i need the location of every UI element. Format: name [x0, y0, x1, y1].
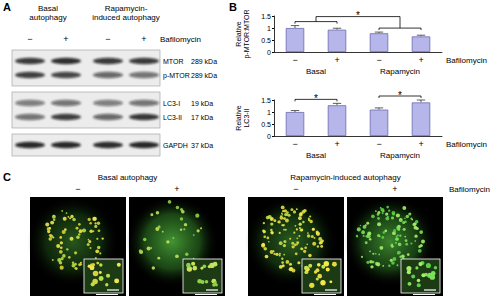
svg-text:−: −: [376, 139, 381, 149]
svg-text:p-MTOR: p-MTOR: [163, 72, 190, 80]
svg-text:+: +: [392, 184, 397, 194]
svg-text:1.5: 1.5: [261, 97, 271, 104]
svg-text:*: *: [356, 10, 360, 21]
svg-text:A: A: [3, 1, 11, 13]
svg-text:−: −: [292, 55, 297, 65]
svg-text:C: C: [3, 171, 11, 183]
svg-text:Rapamycin-induced autophagy: Rapamycin-induced autophagy: [92, 4, 160, 22]
svg-text:LC3-II: LC3-II: [163, 114, 182, 121]
svg-text:Basal autophagy: Basal autophagy: [98, 173, 158, 182]
svg-text:37 kDa: 37 kDa: [191, 142, 213, 149]
svg-text:Basal: Basal: [306, 67, 326, 76]
svg-text:−: −: [27, 34, 32, 44]
svg-text:Bafilomycin: Bafilomycin: [446, 56, 487, 65]
svg-text:1: 1: [267, 109, 271, 116]
svg-text:+: +: [334, 139, 339, 149]
svg-text:+: +: [141, 34, 146, 44]
svg-text:−: −: [105, 34, 110, 44]
svg-text:0.5: 0.5: [261, 37, 271, 44]
svg-text:+: +: [63, 34, 68, 44]
svg-text:LC3-I: LC3-I: [163, 100, 180, 107]
svg-text:0.5: 0.5: [261, 121, 271, 128]
svg-text:−: −: [376, 55, 381, 65]
svg-text:17 kDa: 17 kDa: [191, 114, 213, 121]
svg-text:*: *: [314, 93, 318, 104]
svg-text:LC3-II: LC3-II: [243, 108, 250, 127]
svg-text:Bafilomycin: Bafilomycin: [160, 35, 201, 44]
svg-text:+: +: [418, 139, 423, 149]
svg-text:Rapamycin: Rapamycin: [380, 67, 420, 76]
svg-text:Basal: Basal: [306, 151, 326, 160]
svg-text:1.5: 1.5: [261, 13, 271, 20]
svg-text:289 kDa: 289 kDa: [191, 72, 217, 79]
svg-text:−: −: [293, 184, 298, 194]
svg-text:Bafilomycin: Bafilomycin: [449, 185, 490, 194]
svg-text:Rapamycin-induced autophagy: Rapamycin-induced autophagy: [290, 173, 400, 182]
svg-text:−: −: [292, 139, 297, 149]
svg-text:MTOR: MTOR: [163, 58, 183, 65]
svg-text:p-MTOR:MTOR: p-MTOR:MTOR: [243, 9, 251, 58]
svg-text:Relative: Relative: [235, 105, 242, 130]
svg-text:289 kDa: 289 kDa: [191, 58, 217, 65]
svg-text:0: 0: [267, 49, 271, 56]
svg-text:+: +: [334, 55, 339, 65]
svg-text:+: +: [418, 55, 423, 65]
svg-text:Basalautophagy: Basalautophagy: [29, 4, 66, 22]
svg-text:B: B: [229, 1, 237, 13]
svg-text:0: 0: [267, 133, 271, 140]
svg-text:19 kDa: 19 kDa: [191, 100, 213, 107]
svg-text:*: *: [398, 90, 402, 101]
svg-text:+: +: [174, 184, 179, 194]
svg-text:1: 1: [267, 25, 271, 32]
svg-text:Rapamycin: Rapamycin: [380, 151, 420, 160]
svg-text:−: −: [75, 184, 80, 194]
svg-text:Bafilomycin: Bafilomycin: [446, 140, 487, 149]
svg-text:GAPDH: GAPDH: [163, 142, 188, 149]
svg-text:Relative: Relative: [235, 21, 242, 46]
